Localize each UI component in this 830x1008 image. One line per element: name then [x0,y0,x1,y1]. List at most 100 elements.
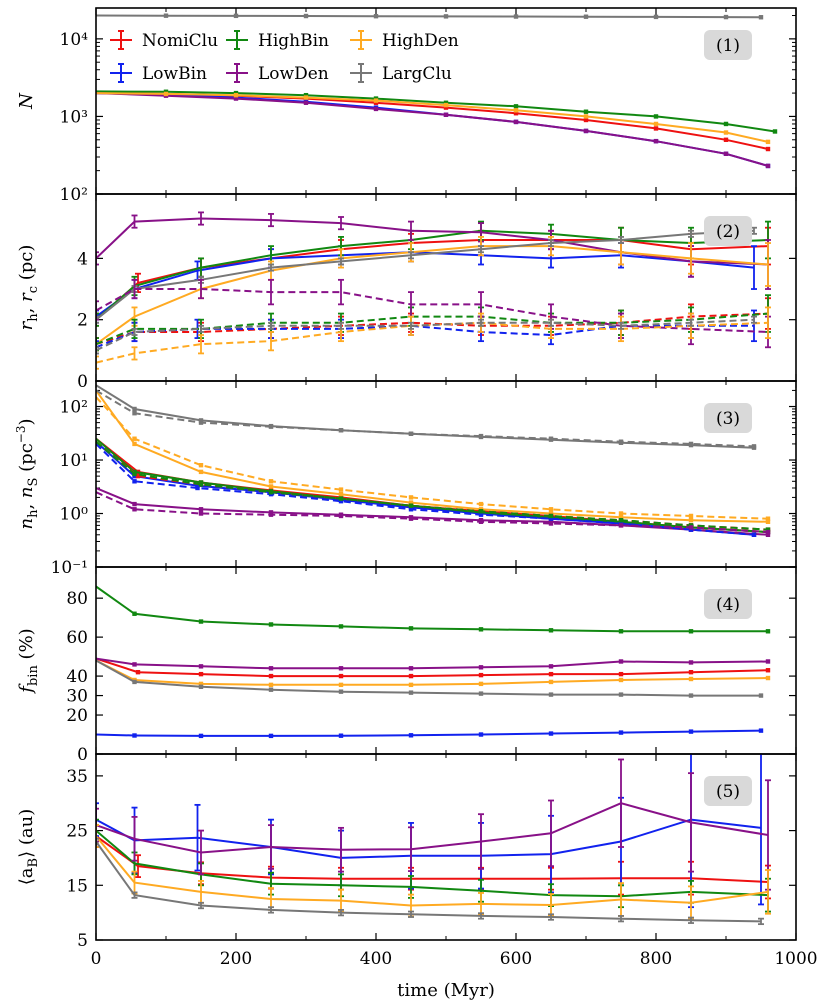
data-point [198,619,204,624]
data-point [765,146,771,152]
y-tick-label: 60 [66,628,88,648]
x-tick-label: 1000 [774,949,817,969]
data-point [163,13,169,18]
data-point [163,91,169,97]
legend-item: HighDen [350,30,459,51]
legend-item: HighBin [226,30,329,51]
data-point [198,469,204,475]
data-point [338,496,344,501]
data-point [765,139,771,145]
panel-badge [704,403,752,433]
series-line-NomiClu-r_c [96,312,769,346]
series-line-LargClu-n_h [96,384,755,449]
legend-item: NomiClu [110,30,218,51]
y-tick-label: 10³ [60,107,88,127]
data-point [198,684,204,689]
data-point [548,692,554,697]
y-axis-label-part: h [26,509,41,518]
series-line-HighBin [96,585,768,633]
legend-label: HighDen [382,31,459,51]
panel-data [96,211,771,370]
data-point [132,479,137,484]
panel-badge-label: (1) [716,36,740,56]
y-tick-label: 15 [66,876,88,896]
legend-item: LargClu [350,63,452,84]
data-point [548,513,554,519]
data-point [132,471,137,477]
data-point [583,109,589,114]
data-point [513,119,519,125]
series-line-HighDen-n_S [96,396,769,520]
y-axis-label-part: (pc) [16,245,37,286]
data-point [583,128,589,134]
data-point [583,117,589,123]
data-point [408,516,414,521]
y-axis-label-part: , [16,302,37,313]
y-axis-label-part: c [26,286,41,293]
data-point [338,428,344,433]
y-axis-label-part: −3 [14,426,28,444]
y-axis-label: nh, nS (pc−3) [14,418,41,529]
data-point [268,479,274,484]
data-point [408,503,414,508]
series-line-HighBin-r_c [96,312,769,346]
y-axis-label-part: S [26,478,41,487]
y-tick-label: 10² [60,398,88,418]
data-point [513,108,519,113]
legend-label: NomiClu [142,31,218,51]
data-point [723,151,729,156]
data-point [723,121,729,127]
data-point [338,733,344,738]
data-point [548,628,554,633]
data-point [478,681,484,687]
data-point [688,660,694,665]
y-axis-label-part: (%) [16,628,37,665]
legend-item: LowDen [226,63,329,84]
data-point [618,629,624,634]
data-point [268,666,274,671]
y-axis-label: rh, rc (pc) [16,245,41,331]
data-point [233,92,239,98]
data-point [513,14,519,19]
panel-2: 024(2)rh, rc (pc) [16,193,797,392]
data-point [772,129,778,134]
y-axis-label-part: ⟩ (au) [16,809,37,858]
data-point [653,126,659,131]
data-point [618,515,624,520]
data-point [198,671,204,677]
panel-data [96,13,778,169]
y-axis-label-part: ) [16,418,37,425]
data-point [132,733,137,738]
data-point [198,681,204,687]
y-tick-label: 10⁻¹ [51,558,88,578]
data-point [688,669,694,675]
data-point [765,163,771,169]
data-point [132,411,137,416]
data-point [723,130,729,135]
data-point [268,512,274,517]
data-point [583,14,589,19]
data-point [268,733,274,739]
data-point [408,682,414,688]
data-point [195,485,200,491]
data-point [688,525,694,530]
data-point [408,500,414,505]
data-point [548,679,554,685]
data-point [478,691,484,696]
data-point [688,513,694,519]
data-point [478,627,484,632]
data-point [765,659,771,664]
data-point [548,521,554,526]
data-point [338,624,344,629]
data-point [338,682,344,688]
data-point [548,516,554,521]
data-point [198,462,204,468]
data-point [548,507,554,512]
data-point [478,519,484,524]
data-point [408,690,414,695]
y-axis-label-part: r [16,320,37,330]
data-point [338,666,344,671]
y-axis-label-part: n [16,518,37,530]
